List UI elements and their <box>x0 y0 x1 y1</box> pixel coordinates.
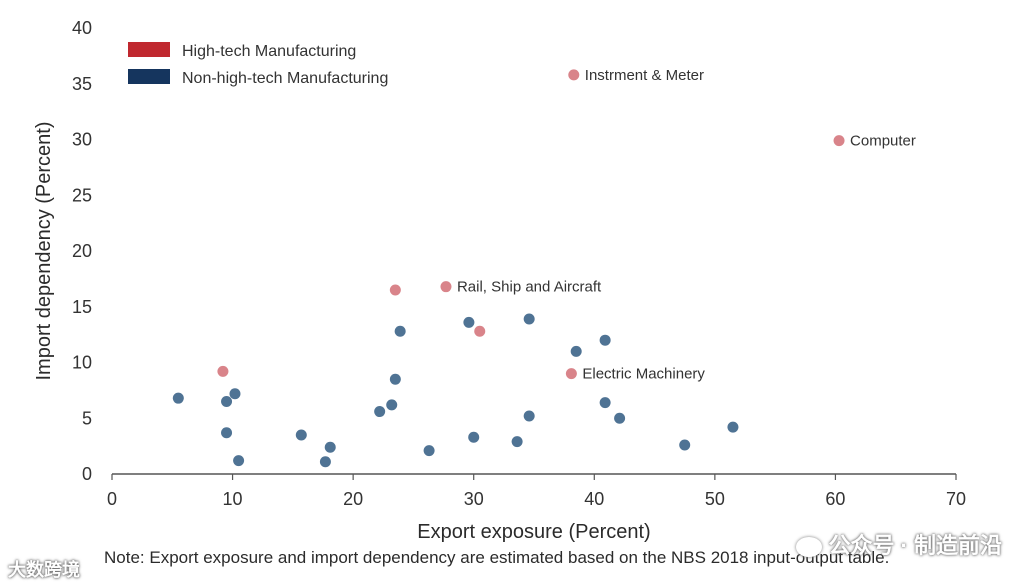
y-tick-label: 0 <box>82 464 92 484</box>
y-tick-label: 40 <box>72 18 92 38</box>
x-tick-label: 70 <box>946 489 966 509</box>
watermark-right: 公众号 · 制造前沿 <box>796 528 1002 560</box>
data-points <box>172 69 845 468</box>
non-high-tech-point <box>295 429 307 441</box>
x-tick-label: 50 <box>705 489 725 509</box>
non-high-tech-point <box>523 313 535 325</box>
y-tick-label: 15 <box>72 297 92 317</box>
non-high-tech-point <box>679 439 691 451</box>
scatter-chart: 0 5 10 15 20 25 30 35 40 0 10 20 30 40 50 60 70 Rail, S… <box>33 18 966 543</box>
non-high-tech-point <box>172 392 184 404</box>
y-tick-label: 35 <box>72 74 92 94</box>
y-tick-label: 10 <box>72 353 92 373</box>
point-annotation: Computer <box>850 133 916 150</box>
point-annotations: Rail, Ship and Aircraft Instrment & Meter… <box>457 67 916 383</box>
legend-swatch-high-tech <box>128 42 170 57</box>
legend-label-non-high-tech: Non-high-tech Manufacturing <box>182 70 388 87</box>
high-tech-point <box>440 281 452 293</box>
high-tech-point <box>217 365 229 377</box>
chart-note: Note: Export exposure and import depende… <box>104 548 890 567</box>
non-high-tech-point <box>463 316 475 328</box>
x-axis-ticks: 0 10 20 30 40 50 60 70 <box>107 474 966 509</box>
non-high-tech-point <box>727 421 739 433</box>
high-tech-point <box>833 135 845 147</box>
non-high-tech-point <box>324 441 336 453</box>
point-annotation: Electric Machinery <box>582 366 705 383</box>
legend: High-tech Manufacturing Non-high-tech Ma… <box>128 42 388 87</box>
non-high-tech-point <box>614 412 626 424</box>
x-tick-label: 30 <box>464 489 484 509</box>
high-tech-point <box>389 284 401 296</box>
legend-swatch-non-high-tech <box>128 69 170 84</box>
non-high-tech-point <box>570 345 582 357</box>
non-high-tech-point <box>374 406 386 418</box>
non-high-tech-point <box>468 431 480 443</box>
y-tick-label: 20 <box>72 241 92 261</box>
watermark-left: 大数跨境 <box>8 560 80 580</box>
high-tech-point <box>565 368 577 380</box>
non-high-tech-point <box>221 396 233 408</box>
x-tick-label: 20 <box>343 489 363 509</box>
non-high-tech-point <box>599 397 611 409</box>
non-high-tech-point <box>386 399 398 411</box>
non-high-tech-point <box>394 325 406 337</box>
point-annotation: Instrment & Meter <box>585 67 704 84</box>
non-high-tech-point <box>511 436 523 448</box>
non-high-tech-point <box>221 427 233 439</box>
non-high-tech-point <box>229 388 241 400</box>
non-high-tech-point <box>319 456 331 468</box>
y-tick-label: 25 <box>72 185 92 205</box>
watermark-right-text: 公众号 · 制造前沿 <box>828 533 1002 558</box>
wechat-icon <box>796 537 823 558</box>
x-tick-label: 10 <box>223 489 243 509</box>
non-high-tech-point <box>599 334 611 346</box>
non-high-tech-point <box>233 455 245 467</box>
y-axis-ticks: 0 5 10 15 20 25 30 35 40 <box>72 18 92 484</box>
legend-label-high-tech: High-tech Manufacturing <box>182 43 356 60</box>
x-tick-label: 40 <box>584 489 604 509</box>
non-high-tech-point <box>423 445 435 457</box>
y-axis-title: Import dependency (Percent) <box>33 121 55 380</box>
point-annotation: Rail, Ship and Aircraft <box>457 279 602 296</box>
non-high-tech-point <box>523 410 535 422</box>
x-tick-label: 0 <box>107 489 117 509</box>
x-axis-title: Export exposure (Percent) <box>417 521 650 543</box>
x-tick-label: 60 <box>825 489 845 509</box>
y-tick-label: 5 <box>82 408 92 428</box>
y-tick-label: 30 <box>72 130 92 150</box>
non-high-tech-point <box>389 373 401 385</box>
high-tech-point <box>474 325 486 337</box>
high-tech-point <box>568 69 580 81</box>
